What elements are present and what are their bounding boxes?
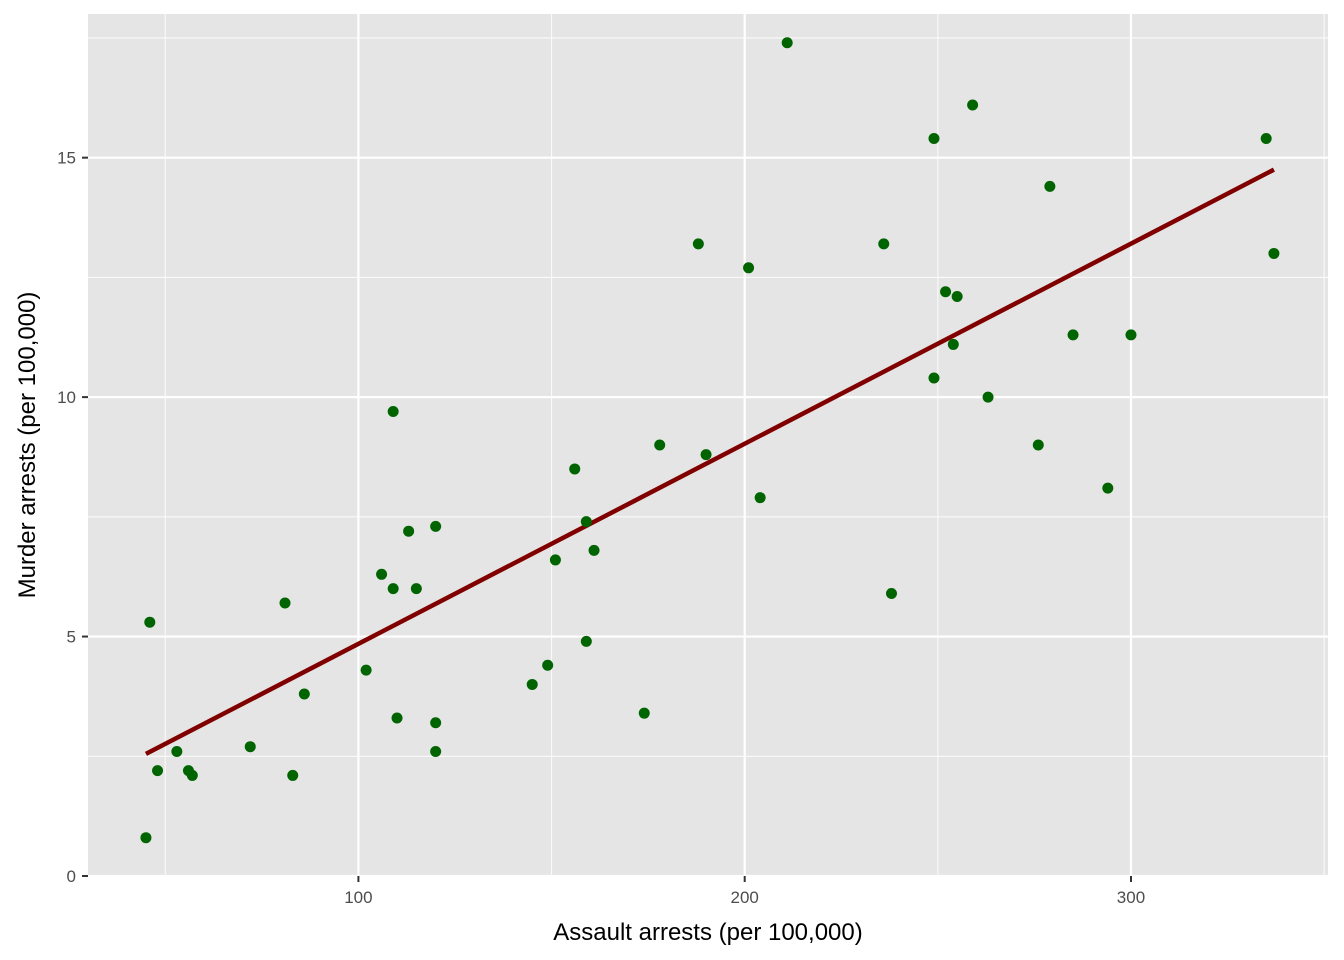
data-point [1260,133,1272,145]
y-tick-label: 5 [67,628,76,647]
x-axis-title: Assault arrests (per 100,000) [553,919,862,946]
data-point [360,664,372,676]
x-axis: 100 200 300 [344,876,1145,907]
x-tick-label: 200 [731,888,759,907]
data-point [403,525,415,537]
data-point [928,133,940,145]
data-point [1044,180,1056,192]
data-point [279,597,291,609]
data-point [186,769,198,781]
data-point [951,291,963,303]
data-point [549,554,561,566]
data-point [391,712,403,724]
data-point [542,659,554,671]
data-point [947,338,959,350]
data-point [410,583,422,595]
y-tick-label: 10 [57,388,76,407]
data-point [430,745,442,757]
data-point [967,99,979,111]
data-point [430,717,442,729]
data-point [982,391,994,403]
data-point [1102,482,1114,494]
plot-panel [88,14,1328,876]
data-point [638,707,650,719]
data-point [244,741,256,753]
data-point [692,238,704,250]
y-tick-label: 15 [57,149,76,168]
data-point [754,492,766,504]
major-gridlines [88,14,1328,878]
data-point [387,583,399,595]
x-tick-label: 300 [1117,888,1145,907]
data-point [387,405,399,417]
data-points [140,37,1280,844]
data-point [580,635,592,647]
data-point [140,832,152,844]
data-point [781,37,793,49]
x-tick-label: 100 [344,888,372,907]
data-point [526,678,538,690]
data-point [940,286,952,298]
trend-line [144,167,1275,756]
data-point [1268,247,1280,259]
trend-line-group [144,167,1275,756]
data-point [1032,439,1044,451]
data-point [287,769,299,781]
y-axis: 0 5 10 15 [57,149,88,886]
y-tick-label: 0 [67,867,76,886]
data-point [1067,329,1079,341]
data-point [144,616,156,628]
data-point [171,745,183,757]
data-point [152,765,164,777]
data-point [878,238,890,250]
data-point [376,568,388,580]
data-point [654,439,666,451]
data-point [298,688,310,700]
data-point [743,262,755,274]
data-point [588,544,600,556]
data-point [569,463,581,475]
data-point [885,587,897,599]
data-point [430,520,442,532]
data-point [580,516,592,528]
y-axis-title: Murder arrests (per 100,000) [14,292,41,599]
data-point [1125,329,1137,341]
data-point [700,449,712,461]
data-point [928,372,940,384]
